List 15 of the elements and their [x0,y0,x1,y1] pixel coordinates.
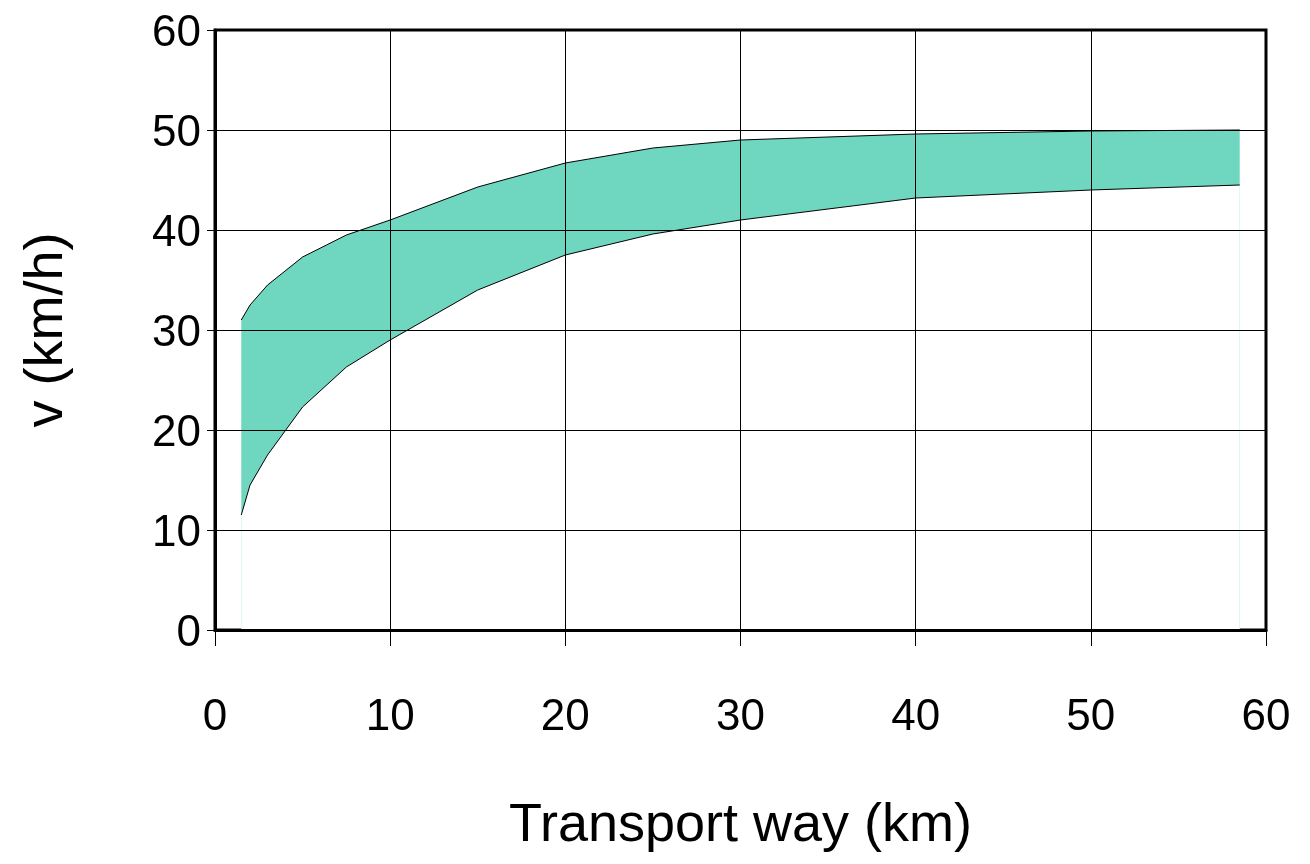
x-tick-label: 50 [1066,689,1116,739]
y-tick-label: 30 [152,305,201,355]
y-tick-label: 10 [152,505,201,555]
y-tick-label: 0 [176,605,201,655]
y-tick-label: 40 [152,205,201,255]
x-axis-title: Transport way (km) [508,792,973,852]
x-tick-label: 60 [1241,689,1291,739]
y-tick-label: 60 [152,5,201,55]
x-tick-label: 30 [716,689,765,739]
x-tick-label: 10 [365,689,415,739]
y-tick-label: 20 [152,405,201,455]
x-tick-label: 20 [540,689,590,739]
y-axis-title: v (km/h) [13,232,73,428]
x-tick-label: 40 [891,689,941,739]
y-tick-label: 50 [152,105,201,155]
